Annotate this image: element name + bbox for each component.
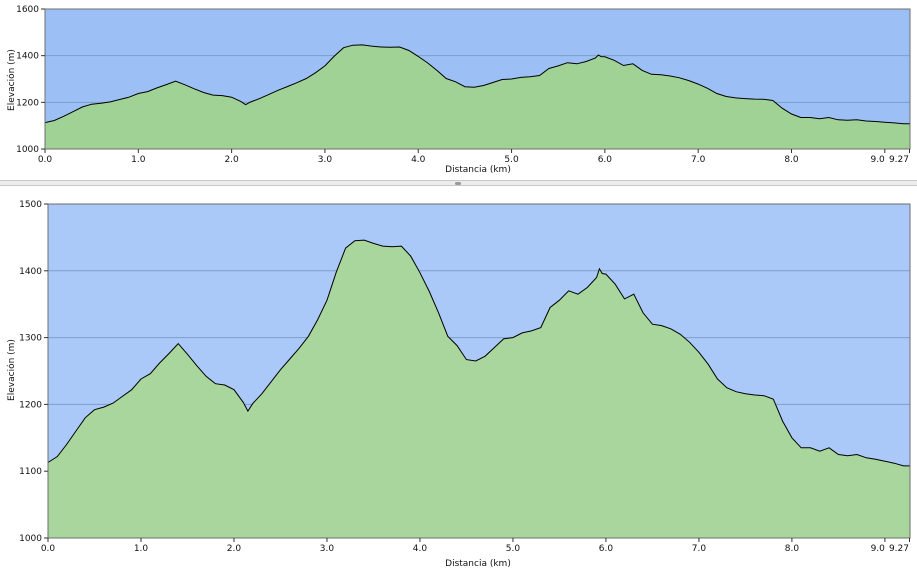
x-tick-label: 9.0 bbox=[870, 155, 885, 165]
detail-plot-frame bbox=[47, 203, 911, 539]
x-tick-label: 1.0 bbox=[134, 544, 149, 554]
x-end-tick-label: 9.27 bbox=[889, 155, 909, 165]
y-tick-label: 1200 bbox=[19, 400, 42, 410]
y-tick-label: 1400 bbox=[19, 267, 42, 277]
x-tick-label: 0.0 bbox=[38, 155, 53, 165]
x-tick-label: 4.0 bbox=[411, 155, 426, 165]
y-tick-label: 1000 bbox=[16, 145, 39, 155]
overview-y-axis-title: Elevación (m) bbox=[6, 49, 17, 111]
x-tick-label: 9.0 bbox=[871, 544, 886, 554]
x-tick-label: 8.0 bbox=[785, 544, 800, 554]
detail-y-axis-title: Elevación (m) bbox=[6, 339, 17, 401]
x-tick-label: 1.0 bbox=[131, 155, 146, 165]
x-tick-label: 8.0 bbox=[784, 155, 799, 165]
overview-y-axis: 1000 1200 1400 1600 bbox=[16, 5, 45, 155]
x-tick-label: 5.0 bbox=[504, 155, 519, 165]
y-tick-label: 1200 bbox=[16, 98, 39, 108]
y-tick-label: 1400 bbox=[16, 52, 39, 62]
x-tick-label: 2.0 bbox=[224, 155, 239, 165]
x-end-tick-label: 9.27 bbox=[889, 544, 909, 554]
detail-elevation-area bbox=[48, 240, 910, 538]
overview-x-axis-title: Distancia (km) bbox=[445, 165, 511, 175]
detail-x-axis-title: Distancia (km) bbox=[445, 559, 511, 569]
x-tick-label: 3.0 bbox=[318, 155, 333, 165]
overview-chart[interactable]: 1000 1200 1400 1600 0.0 1.0 2.0 3.0 4.0 5.0 6.0 7.… bbox=[0, 0, 917, 180]
splitter-grip-icon[interactable] bbox=[455, 182, 461, 185]
y-tick-label: 1000 bbox=[19, 534, 42, 544]
y-tick-label: 1600 bbox=[16, 5, 39, 15]
x-tick-label: 4.0 bbox=[413, 544, 428, 554]
detail-y-axis: 1000 1100 1200 1300 1400 1500 bbox=[19, 200, 48, 544]
x-tick-label: 0.0 bbox=[41, 544, 56, 554]
y-tick-label: 1300 bbox=[19, 334, 42, 344]
overview-elevation-area bbox=[45, 44, 910, 149]
x-tick-label: 2.0 bbox=[227, 544, 242, 554]
detail-x-axis: 0.0 1.0 2.0 3.0 4.0 5.0 6.0 7.0 8.0 9.0 9.27 bbox=[41, 538, 910, 554]
overview-elevation-line bbox=[44, 44, 910, 125]
x-tick-label: 3.0 bbox=[320, 544, 335, 554]
x-tick-label: 7.0 bbox=[692, 544, 707, 554]
x-tick-label: 7.0 bbox=[691, 155, 706, 165]
detail-elevation-line bbox=[47, 239, 910, 467]
x-tick-label: 5.0 bbox=[506, 544, 521, 554]
overview-x-axis: 0.0 1.0 2.0 3.0 4.0 5.0 6.0 7.0 8.0 9.0 9.27 bbox=[38, 149, 910, 165]
x-tick-label: 6.0 bbox=[599, 544, 614, 554]
overview-plot-frame bbox=[44, 8, 911, 150]
y-tick-label: 1100 bbox=[19, 467, 42, 477]
y-tick-label: 1500 bbox=[19, 200, 42, 210]
detail-chart[interactable]: 1000 1100 1200 1300 1400 1500 0.0 1.0 2.0 3.0 4.0… bbox=[0, 186, 917, 570]
x-tick-label: 6.0 bbox=[598, 155, 613, 165]
chart-splitter[interactable] bbox=[0, 180, 917, 186]
